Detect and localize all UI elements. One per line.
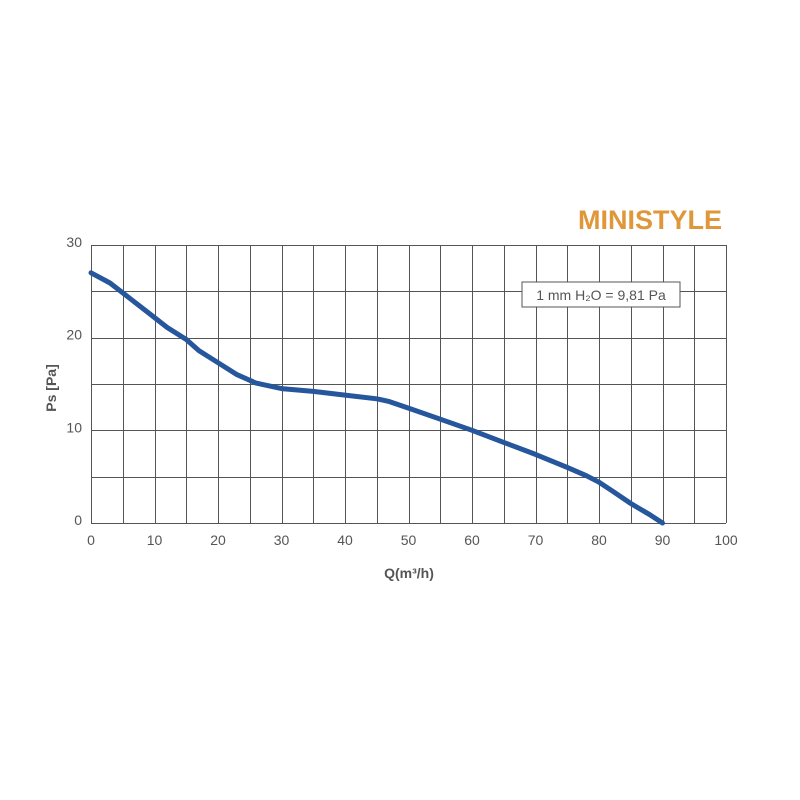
series-line xyxy=(88,270,665,526)
grid-lines xyxy=(91,245,727,524)
x-tick-label: 100 xyxy=(714,532,738,548)
x-tick-label: 0 xyxy=(87,532,95,548)
x-tick-label: 10 xyxy=(147,532,163,548)
x-tick-label: 30 xyxy=(274,532,290,548)
x-tick-label: 50 xyxy=(401,532,417,548)
y-axis-ticks: 0 10 20 30 xyxy=(66,234,82,528)
y-tick-label: 0 xyxy=(74,512,82,528)
note-box xyxy=(521,281,681,308)
x-axis-label: Q(m³/h) xyxy=(384,565,434,581)
unit-conversion-note: 1 mm H₂O = 9,81 Pa xyxy=(521,281,681,308)
x-tick-label: 40 xyxy=(337,532,353,548)
x-tick-label: 80 xyxy=(591,532,607,548)
x-tick-label: 70 xyxy=(528,532,544,548)
x-tick-label: 20 xyxy=(210,532,226,548)
y-tick-label: 10 xyxy=(66,419,82,435)
chart-title: MINISTYLE xyxy=(578,205,722,235)
y-tick-label: 20 xyxy=(66,327,82,343)
note-text: 1 mm H₂O = 9,81 Pa xyxy=(536,287,666,303)
x-axis-ticks: 0 10 20 30 40 50 60 70 80 90 100 xyxy=(87,532,738,548)
x-tick-label: 90 xyxy=(655,532,671,548)
y-axis-label: Ps [Pa] xyxy=(43,364,59,411)
x-tick-label: 60 xyxy=(464,532,480,548)
y-tick-label: 30 xyxy=(66,234,82,250)
